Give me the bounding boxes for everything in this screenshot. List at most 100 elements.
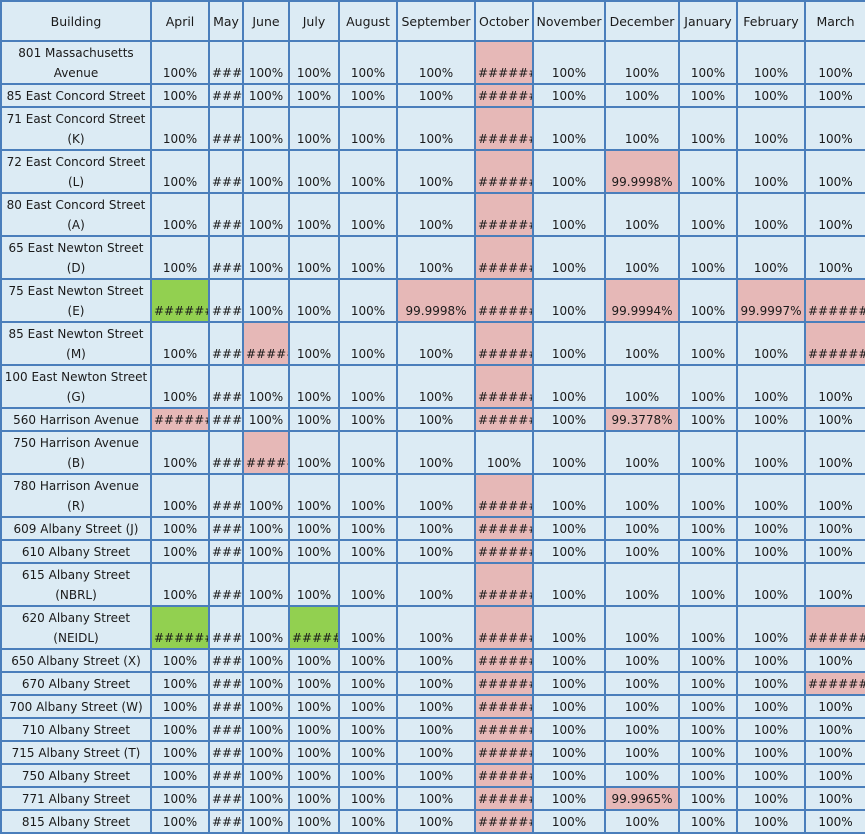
value-cell-september[interactable]: 100% bbox=[396, 473, 476, 518]
value-cell-june[interactable]: 100% bbox=[242, 278, 290, 323]
value-cell-march[interactable]: 100% bbox=[804, 40, 865, 85]
value-cell-december[interactable]: 100% bbox=[604, 235, 680, 280]
value-cell-july[interactable]: 100% bbox=[288, 278, 340, 323]
value-cell-july[interactable]: 100% bbox=[288, 562, 340, 607]
building-name-cell[interactable]: 620 Albany Street (NEIDL) bbox=[0, 605, 152, 650]
value-cell-may[interactable]: #### bbox=[208, 694, 244, 719]
value-cell-may[interactable]: #### bbox=[208, 671, 244, 696]
value-cell-october[interactable]: ####### bbox=[474, 235, 534, 280]
value-cell-march[interactable]: ####### bbox=[804, 605, 865, 650]
value-cell-september[interactable]: 100% bbox=[396, 83, 476, 108]
column-header-september[interactable]: September bbox=[396, 0, 476, 42]
value-cell-november[interactable]: 100% bbox=[532, 562, 606, 607]
column-header-july[interactable]: July bbox=[288, 0, 340, 42]
value-cell-april[interactable]: 100% bbox=[150, 321, 210, 366]
value-cell-july[interactable]: 100% bbox=[288, 192, 340, 237]
value-cell-september[interactable]: 99.9998% bbox=[396, 278, 476, 323]
value-cell-july[interactable]: 100% bbox=[288, 364, 340, 409]
column-header-april[interactable]: April bbox=[150, 0, 210, 42]
value-cell-february[interactable]: 100% bbox=[736, 83, 806, 108]
value-cell-december[interactable]: 100% bbox=[604, 671, 680, 696]
value-cell-december[interactable]: 100% bbox=[604, 562, 680, 607]
value-cell-june[interactable]: 100% bbox=[242, 717, 290, 742]
value-cell-may[interactable]: #### bbox=[208, 430, 244, 475]
value-cell-june[interactable]: 100% bbox=[242, 671, 290, 696]
value-cell-december[interactable]: 99.3778% bbox=[604, 407, 680, 432]
building-name-cell[interactable]: 750 Harrison Avenue (B) bbox=[0, 430, 152, 475]
value-cell-october[interactable]: ####### bbox=[474, 83, 534, 108]
value-cell-december[interactable]: 100% bbox=[604, 83, 680, 108]
value-cell-may[interactable]: #### bbox=[208, 516, 244, 541]
value-cell-may[interactable]: #### bbox=[208, 562, 244, 607]
value-cell-may[interactable]: #### bbox=[208, 40, 244, 85]
value-cell-april[interactable]: 100% bbox=[150, 235, 210, 280]
building-name-cell[interactable]: 71 East Concord Street (K) bbox=[0, 106, 152, 151]
building-name-cell[interactable]: 771 Albany Street bbox=[0, 786, 152, 811]
value-cell-june[interactable]: 100% bbox=[242, 473, 290, 518]
value-cell-march[interactable]: 100% bbox=[804, 717, 865, 742]
value-cell-january[interactable]: 100% bbox=[678, 740, 738, 765]
value-cell-october[interactable]: ####### bbox=[474, 786, 534, 811]
value-cell-april[interactable]: 100% bbox=[150, 740, 210, 765]
value-cell-december[interactable]: 100% bbox=[604, 106, 680, 151]
value-cell-august[interactable]: 100% bbox=[338, 278, 398, 323]
value-cell-august[interactable]: 100% bbox=[338, 539, 398, 564]
value-cell-december[interactable]: 100% bbox=[604, 648, 680, 673]
building-name-cell[interactable]: 815 Albany Street bbox=[0, 809, 152, 834]
value-cell-january[interactable]: 100% bbox=[678, 786, 738, 811]
value-cell-february[interactable]: 99.9997% bbox=[736, 278, 806, 323]
value-cell-august[interactable]: 100% bbox=[338, 40, 398, 85]
value-cell-january[interactable]: 100% bbox=[678, 473, 738, 518]
value-cell-february[interactable]: 100% bbox=[736, 407, 806, 432]
value-cell-february[interactable]: 100% bbox=[736, 786, 806, 811]
value-cell-february[interactable]: 100% bbox=[736, 717, 806, 742]
value-cell-february[interactable]: 100% bbox=[736, 430, 806, 475]
value-cell-september[interactable]: 100% bbox=[396, 364, 476, 409]
value-cell-january[interactable]: 100% bbox=[678, 763, 738, 788]
value-cell-december[interactable]: 100% bbox=[604, 539, 680, 564]
value-cell-august[interactable]: 100% bbox=[338, 648, 398, 673]
value-cell-august[interactable]: 100% bbox=[338, 149, 398, 194]
value-cell-april[interactable]: 100% bbox=[150, 430, 210, 475]
value-cell-april[interactable]: 100% bbox=[150, 763, 210, 788]
value-cell-may[interactable]: #### bbox=[208, 407, 244, 432]
column-header-december[interactable]: December bbox=[604, 0, 680, 42]
value-cell-april[interactable]: 100% bbox=[150, 106, 210, 151]
column-header-august[interactable]: August bbox=[338, 0, 398, 42]
value-cell-june[interactable]: ##### bbox=[242, 321, 290, 366]
value-cell-september[interactable]: 100% bbox=[396, 235, 476, 280]
value-cell-february[interactable]: 100% bbox=[736, 809, 806, 834]
value-cell-october[interactable]: ####### bbox=[474, 562, 534, 607]
value-cell-july[interactable]: 100% bbox=[288, 321, 340, 366]
value-cell-july[interactable]: 100% bbox=[288, 786, 340, 811]
value-cell-january[interactable]: 100% bbox=[678, 278, 738, 323]
value-cell-january[interactable]: 100% bbox=[678, 671, 738, 696]
value-cell-june[interactable]: ##### bbox=[242, 430, 290, 475]
value-cell-september[interactable]: 100% bbox=[396, 763, 476, 788]
value-cell-july[interactable]: 100% bbox=[288, 473, 340, 518]
value-cell-february[interactable]: 100% bbox=[736, 364, 806, 409]
value-cell-june[interactable]: 100% bbox=[242, 562, 290, 607]
value-cell-november[interactable]: 100% bbox=[532, 671, 606, 696]
value-cell-february[interactable]: 100% bbox=[736, 539, 806, 564]
value-cell-august[interactable]: 100% bbox=[338, 717, 398, 742]
value-cell-december[interactable]: 99.9998% bbox=[604, 149, 680, 194]
building-name-cell[interactable]: 801 Massachusetts Avenue bbox=[0, 40, 152, 85]
value-cell-may[interactable]: #### bbox=[208, 717, 244, 742]
value-cell-november[interactable]: 100% bbox=[532, 149, 606, 194]
value-cell-february[interactable]: 100% bbox=[736, 740, 806, 765]
column-header-february[interactable]: February bbox=[736, 0, 806, 42]
value-cell-july[interactable]: 100% bbox=[288, 648, 340, 673]
value-cell-march[interactable]: ####### bbox=[804, 321, 865, 366]
value-cell-october[interactable]: ####### bbox=[474, 605, 534, 650]
column-header-may[interactable]: May bbox=[208, 0, 244, 42]
value-cell-june[interactable]: 100% bbox=[242, 192, 290, 237]
value-cell-october[interactable]: ####### bbox=[474, 192, 534, 237]
value-cell-december[interactable]: 100% bbox=[604, 763, 680, 788]
value-cell-september[interactable]: 100% bbox=[396, 671, 476, 696]
value-cell-november[interactable]: 100% bbox=[532, 694, 606, 719]
building-name-cell[interactable]: 780 Harrison Avenue (R) bbox=[0, 473, 152, 518]
value-cell-july[interactable]: 100% bbox=[288, 83, 340, 108]
value-cell-june[interactable]: 100% bbox=[242, 407, 290, 432]
value-cell-december[interactable]: 100% bbox=[604, 740, 680, 765]
